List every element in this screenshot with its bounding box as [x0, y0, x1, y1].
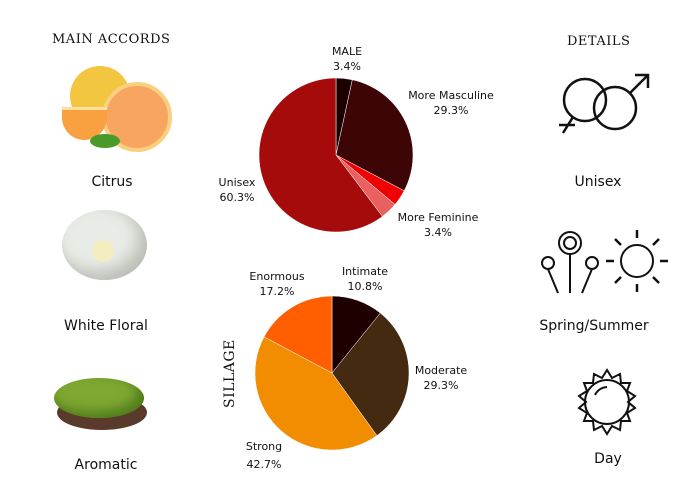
pie-slice-more-masculine [335, 79, 414, 192]
slice-label-strong: Strong 42.7% [245, 440, 283, 471]
white-flower-image [52, 200, 157, 285]
detail-label-unisex: Unisex [574, 174, 622, 190]
accord-label-citrus: Citrus [91, 174, 133, 190]
slice-label-enormous: Enormous 17.2% [249, 270, 305, 298]
pie-slice-unisex [258, 77, 383, 233]
slice-label-more-masculine: More Masculine 29.3% [408, 89, 494, 117]
main-accords-title: MAIN ACCORDS [52, 32, 171, 47]
grapefruit-image [62, 62, 172, 157]
sun-icon [577, 368, 637, 436]
detail-label-spring-summer: Spring/Summer [539, 318, 649, 334]
sillage-title: SILLAGE [222, 339, 238, 408]
flowers-sun-icon [541, 230, 668, 294]
slice-label-more-feminine: More Feminine 3.4% [397, 211, 479, 239]
moss-image [52, 370, 147, 435]
slice-label-unisex: Unisex 60.3% [218, 176, 256, 204]
details-title: DETAILS [567, 34, 631, 49]
gender-symbols-icon [559, 73, 650, 134]
slice-label-intimate: Intimate 10.8% [341, 265, 389, 293]
pie-slice-enormous [263, 295, 333, 374]
accord-label-aromatic: Aromatic [74, 457, 138, 473]
accord-label-white-floral: White Floral [64, 318, 148, 334]
detail-label-day: Day [594, 451, 622, 467]
slice-label-male: MALE 3.4% [331, 45, 363, 73]
pie-slice-strong [254, 336, 378, 451]
slice-label-moderate: Moderate 29.3% [414, 364, 468, 392]
pie-slice-moderate [331, 312, 410, 436]
